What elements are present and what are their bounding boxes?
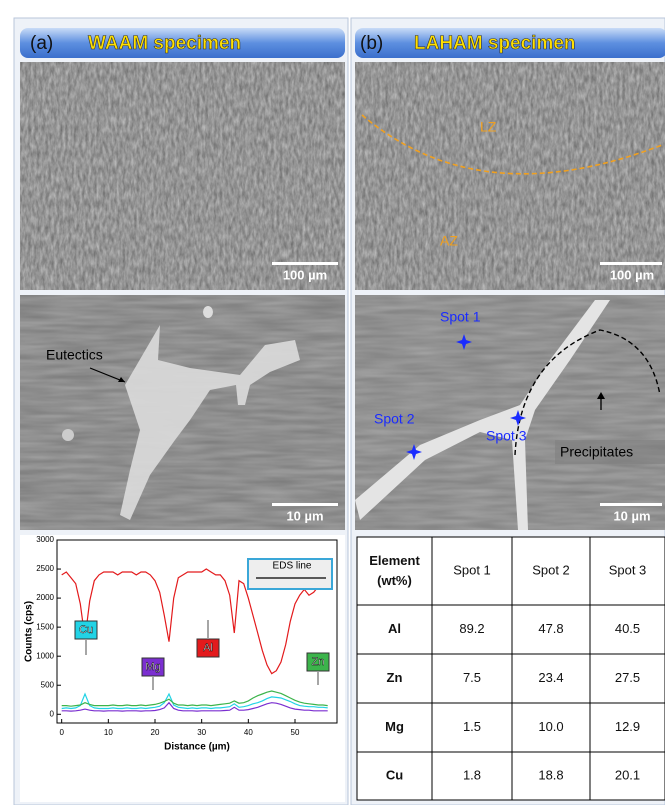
- y-tick-label: 500: [41, 680, 55, 689]
- micrograph: Spot 1 Spot 2 Spot 3 Precipitates 10 µm: [355, 295, 665, 530]
- table-cell: 10.0: [538, 719, 563, 734]
- legend-label: Zn: [312, 656, 325, 668]
- micrograph: 100 µm: [20, 62, 345, 290]
- table-cell: 7.5: [463, 670, 481, 685]
- annotation: Spot 3: [486, 428, 527, 444]
- micrograph: Eutectics 10 µm: [20, 295, 345, 530]
- table-cell: Spot 1: [453, 562, 491, 577]
- panel-label: (b): [360, 33, 383, 54]
- y-tick-label: 1500: [36, 622, 54, 631]
- y-axis-label: Counts (cps): [24, 601, 35, 662]
- annotation: Spot 2: [374, 411, 415, 427]
- table-cell: 27.5: [615, 670, 640, 685]
- table-cell: 47.8: [538, 621, 563, 636]
- table-cell: 18.8: [538, 767, 563, 782]
- annotation: EDS line: [273, 561, 312, 572]
- scale-bar-label: 10 µm: [286, 508, 323, 523]
- annotation: Eutectics: [46, 347, 103, 363]
- table-cell: Spot 3: [609, 562, 647, 577]
- annotation: AZ: [440, 233, 458, 249]
- table-cell: Spot 2: [532, 562, 570, 577]
- table-cell: 23.4: [538, 670, 563, 685]
- scale-bar-label: 100 µm: [610, 267, 654, 282]
- x-tick-label: 40: [244, 728, 253, 737]
- scale-bar-label: 10 µm: [613, 508, 650, 523]
- x-tick-label: 20: [151, 728, 160, 737]
- y-tick-label: 0: [50, 709, 55, 718]
- table-cell: 89.2: [459, 621, 484, 636]
- y-tick-label: 3000: [36, 535, 54, 544]
- panel-title: WAAM specimen: [88, 33, 241, 54]
- micrograph: LZ AZ 100 µm: [355, 62, 665, 290]
- annotation: Spot 1: [440, 309, 481, 325]
- x-tick-label: 50: [291, 728, 300, 737]
- y-tick-label: 2000: [36, 593, 54, 602]
- x-axis-label: Distance (µm): [164, 742, 230, 753]
- panel-title: LAHAM specimen: [414, 33, 576, 54]
- figure: (a) WAAM specimen (b) LAHAM specimen 100…: [0, 0, 665, 805]
- panel-label: (a): [30, 33, 53, 54]
- annotation: LZ: [480, 119, 497, 135]
- x-tick-label: 0: [59, 728, 64, 737]
- y-tick-label: 2500: [36, 564, 54, 573]
- table-cell: 40.5: [615, 621, 640, 636]
- scale-bar-label: 100 µm: [283, 267, 327, 282]
- y-tick-label: 1000: [36, 651, 54, 660]
- table-cell: 12.9: [615, 719, 640, 734]
- table-cell: Cu: [386, 767, 403, 782]
- table-cell: Al: [388, 621, 401, 636]
- x-tick-label: 30: [197, 728, 206, 737]
- table-cell: 1.5: [463, 719, 481, 734]
- table-cell: Zn: [387, 670, 403, 685]
- table-cell: Mg: [385, 719, 404, 734]
- x-tick-label: 10: [104, 728, 113, 737]
- legend-label: Al: [203, 642, 213, 654]
- table-cell: 1.8: [463, 767, 481, 782]
- legend-label: Mg: [145, 661, 160, 673]
- annotation: Precipitates: [560, 444, 633, 460]
- legend-label: Cu: [79, 624, 93, 636]
- table-cell: 20.1: [615, 767, 640, 782]
